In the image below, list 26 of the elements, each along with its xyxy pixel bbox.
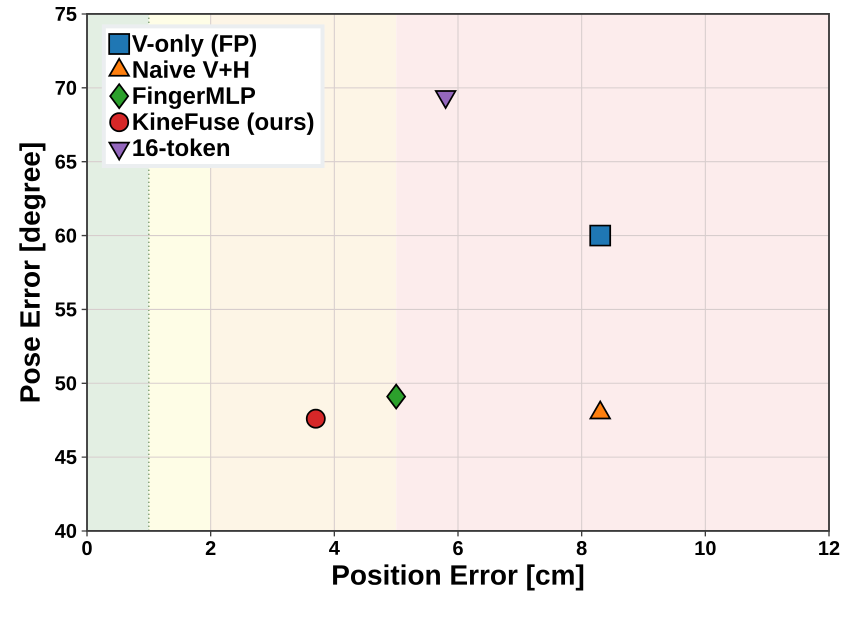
point xyxy=(386,384,406,410)
legend-label: FingerMLP xyxy=(133,86,256,109)
point xyxy=(306,408,326,429)
y-tick-label: 70 xyxy=(56,80,76,95)
point xyxy=(434,90,456,109)
y-tick-label: 55 xyxy=(55,302,76,316)
y-tick-label: 40 xyxy=(55,524,76,538)
legend-label: Naive V+H xyxy=(133,60,248,78)
x-tick-label: 8 xyxy=(576,541,587,556)
legend-label: 16-token xyxy=(133,138,230,156)
y-tick-label: 45 xyxy=(55,450,76,464)
y-tick-label: 75 xyxy=(56,7,76,21)
x-tick-label: 4 xyxy=(329,541,340,555)
x-tick-label: 0 xyxy=(82,541,92,556)
y-tick-label: 60 xyxy=(55,228,76,243)
y-tick-label: 50 xyxy=(55,376,76,390)
x-tick-label: 2 xyxy=(206,541,216,555)
legend-label: KineFuse (ours) xyxy=(133,112,314,135)
point xyxy=(589,224,612,246)
y-tick-label: 65 xyxy=(55,154,76,169)
x-axis-title: Position Error [cm] xyxy=(333,564,584,590)
legend-label: V-only (FP) xyxy=(132,34,256,57)
y-axis-title: Pose Error [degree] xyxy=(19,143,46,402)
x-tick-label: 6 xyxy=(453,541,463,556)
x-tick-label: 12 xyxy=(819,541,840,555)
x-tick-label: 10 xyxy=(695,541,716,556)
